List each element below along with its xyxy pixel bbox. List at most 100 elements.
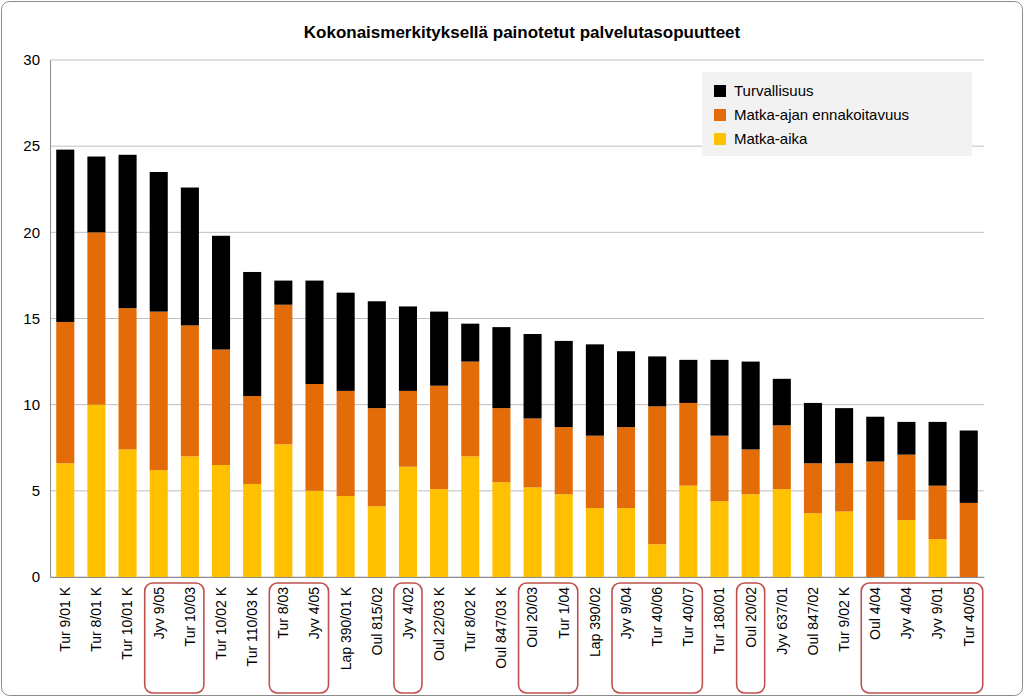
y-tick: 0: [32, 568, 50, 585]
bar-segment: [773, 379, 791, 426]
bar-segment: [524, 334, 542, 418]
y-tick-label: 5: [32, 482, 40, 499]
bar-segment: [56, 463, 74, 577]
bar-segment: [368, 301, 386, 408]
bar-segment: [710, 360, 728, 436]
x-tick: Tur 10/02 K: [213, 577, 229, 660]
bar-segment: [87, 405, 105, 577]
legend-label: Matka-ajan ennakoitavuus: [734, 106, 909, 123]
x-tick-label: Lap 390/02: [587, 587, 603, 657]
label-highlight-box: [269, 583, 328, 693]
y-tick: 15: [23, 310, 50, 327]
x-tick: Tur 9/02 K: [836, 577, 852, 652]
bar-segment: [430, 386, 448, 489]
bars: [56, 150, 978, 577]
bar-segment: [87, 232, 105, 404]
chart-frame: [2, 2, 1023, 696]
bar-segment: [212, 350, 230, 465]
y-axis-line: [50, 61, 51, 578]
bar-segment: [56, 150, 74, 322]
bar-segment: [399, 467, 417, 577]
x-tick-label: Oul 847/03 K: [493, 586, 509, 668]
y-tick-label: 15: [23, 310, 40, 327]
legend-label: Turvallisuus: [734, 82, 813, 99]
legend: Turvallisuus Matka-ajan ennakoitavuus Matk…: [702, 72, 972, 156]
bar-segment: [648, 406, 666, 544]
bar-segment: [492, 408, 510, 482]
bar-segment: [804, 463, 822, 513]
bar-segment: [368, 408, 386, 506]
bar-segment: [679, 403, 697, 486]
x-tick: Tur 10/01 K: [119, 577, 135, 660]
x-tick-label: Jyv 4/05: [306, 587, 322, 639]
bar-segment: [368, 506, 386, 577]
bar-segment: [524, 418, 542, 487]
x-tick-label: Tur 10/01 K: [119, 586, 135, 659]
x-tick-label: Oul 20/03: [524, 587, 540, 648]
x-tick-label: Tur 10/02 K: [213, 586, 229, 659]
x-tick: Tur 1/04: [556, 577, 572, 639]
y-tick: 5: [32, 482, 50, 499]
grid-line: [50, 60, 984, 61]
bar-segment: [243, 396, 261, 484]
grid: [50, 60, 984, 577]
y-tick-label: 25: [23, 137, 40, 154]
bar-segment: [119, 308, 137, 449]
x-tick: Jyv 4/04: [898, 577, 914, 639]
bar-segment: [617, 427, 635, 508]
bar-segment: [150, 172, 168, 312]
bar-segment: [710, 501, 728, 577]
bar-segment: [773, 425, 791, 489]
x-tick: Jyv 4/05: [306, 577, 322, 639]
x-tick: Oul 20/02: [743, 577, 759, 648]
bar-segment: [492, 327, 510, 408]
bar-segment: [150, 470, 168, 577]
x-tick-label: Tur 180/01: [711, 587, 727, 654]
x-tick: Tur 110/03 K: [244, 577, 260, 666]
x-tick: Jyv 9/05: [151, 577, 167, 639]
x-tick-label: Tur 8/01 K: [88, 586, 104, 652]
x-tick-label: Oul 4/04: [867, 587, 883, 640]
bar-segment: [742, 449, 760, 494]
bar-segment: [742, 494, 760, 577]
bar-segment: [461, 324, 479, 362]
y-tick: 10: [23, 396, 50, 413]
bar-segment: [866, 417, 884, 462]
x-tick: Tur 8/01 K: [88, 577, 104, 652]
bar-segment: [56, 322, 74, 463]
bar-segment: [617, 351, 635, 427]
series-2: [56, 150, 978, 503]
bar-segment: [742, 362, 760, 450]
legend-swatch: [714, 109, 726, 121]
x-tick-label: Oul 815/02: [369, 587, 385, 656]
legend-label: Matka-aika: [734, 130, 808, 147]
y-tick-label: 20: [23, 224, 40, 241]
chart: Kokonaismerkityksellä painotetut palvelu…: [0, 0, 1024, 697]
x-tick: Tur 9/01 K: [57, 577, 73, 652]
label-highlight-box: [612, 583, 702, 693]
bar-segment: [274, 305, 292, 445]
x-tick: Jyv 9/04: [618, 577, 634, 639]
label-highlight-box: [861, 583, 983, 693]
bar-segment: [399, 391, 417, 467]
bar-segment: [305, 384, 323, 491]
bar-segment: [461, 362, 479, 457]
bar-segment: [617, 508, 635, 577]
x-tick-label: Lap 390/01 K: [338, 586, 354, 670]
y-tick-label: 0: [32, 568, 40, 585]
x-tick-label: Tur 1/04: [556, 587, 572, 639]
x-tick: Oul 847/03 K: [493, 577, 509, 669]
bar-segment: [586, 436, 604, 508]
x-axis: Tur 9/01 K Tur 8/01 K Tur 10/01 K Jyv 9/05 T…: [51, 577, 985, 670]
label-highlight-box: [737, 583, 765, 693]
bar-segment: [243, 272, 261, 396]
x-tick-label: Tur 8/02 K: [462, 586, 478, 652]
label-highlights: [145, 583, 983, 693]
bar-segment: [804, 403, 822, 463]
bar-segment: [835, 463, 853, 511]
x-tick: Tur 8/03: [275, 577, 291, 639]
bar-segment: [274, 281, 292, 305]
x-tick-label: Jyv 9/01: [929, 587, 945, 639]
legend-box: [702, 72, 972, 156]
bar-segment: [960, 431, 978, 503]
